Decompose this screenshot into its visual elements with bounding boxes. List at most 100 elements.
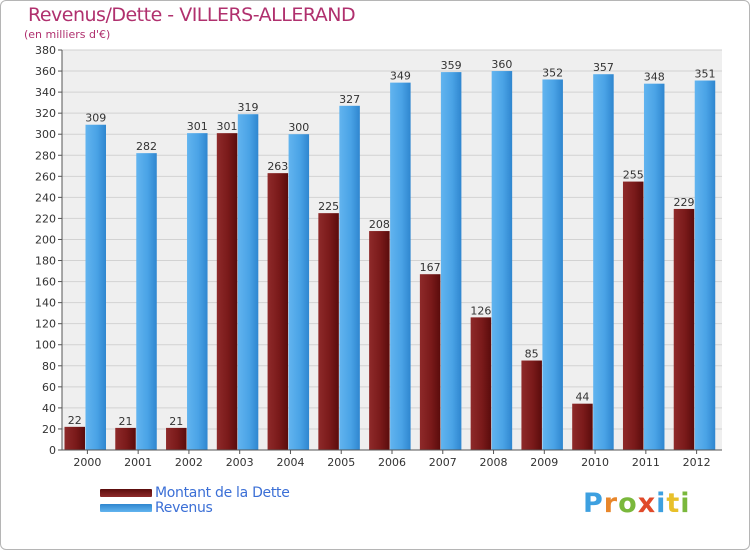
bar-debt xyxy=(267,173,289,450)
bar-debt xyxy=(419,274,441,450)
logo-letter: x xyxy=(637,488,657,519)
bar-debt xyxy=(572,403,593,450)
logo-letter: i xyxy=(680,488,691,519)
legend-label-debt: Montant de la Dette xyxy=(155,485,290,501)
data-label-debt: 301 xyxy=(217,120,238,133)
bar-debt xyxy=(673,208,695,450)
data-label-revenue: 359 xyxy=(441,59,462,72)
data-label-revenue: 349 xyxy=(390,70,411,83)
x-tick-label: 2002 xyxy=(175,456,203,469)
data-label-debt: 22 xyxy=(68,414,82,427)
data-label-revenue: 351 xyxy=(694,68,715,81)
legend-swatch-debt xyxy=(100,489,152,497)
y-tick-label: 240 xyxy=(35,191,56,204)
data-label-revenue: 300 xyxy=(288,121,309,134)
y-tick-label: 0 xyxy=(49,444,56,457)
x-tick-label: 2011 xyxy=(632,456,660,469)
data-label-debt: 225 xyxy=(318,200,339,213)
data-label-revenue: 352 xyxy=(542,66,563,79)
y-tick-label: 380 xyxy=(35,44,56,57)
bar-revenue xyxy=(288,134,310,451)
y-tick-label: 160 xyxy=(35,276,56,289)
bar-revenue xyxy=(694,80,716,451)
x-tick-label: 2004 xyxy=(276,456,304,469)
chart-subtitle: (en milliers d'€) xyxy=(24,28,111,41)
y-tick-label: 120 xyxy=(35,318,56,331)
bar-debt xyxy=(216,133,238,450)
y-tick-label: 200 xyxy=(35,233,56,246)
data-label-revenue: 327 xyxy=(339,93,360,106)
y-tick-label: 280 xyxy=(35,149,56,162)
y-tick-label: 220 xyxy=(35,212,56,225)
x-tick-label: 2008 xyxy=(480,456,508,469)
chart-title: Revenus/Dette - VILLERS-ALLERAND xyxy=(28,4,356,26)
legend-swatch-revenue xyxy=(100,504,152,512)
logo-letter: i xyxy=(656,488,667,519)
bar-debt xyxy=(64,426,85,450)
bar-revenue xyxy=(643,83,665,451)
legend-label-revenue: Revenus xyxy=(155,500,213,516)
bar-revenue xyxy=(237,114,259,451)
y-tick-label: 140 xyxy=(35,297,56,310)
bar-debt xyxy=(521,360,542,450)
bar-revenue xyxy=(440,72,462,451)
data-label-revenue: 319 xyxy=(238,101,259,114)
data-label-revenue: 301 xyxy=(187,120,208,133)
bar-debt xyxy=(369,231,390,450)
y-tick-label: 20 xyxy=(42,423,56,436)
y-tick-label: 40 xyxy=(42,402,56,415)
y-tick-label: 100 xyxy=(35,339,56,352)
x-tick-label: 2003 xyxy=(226,456,254,469)
data-label-debt: 208 xyxy=(369,218,390,231)
bar-revenue xyxy=(593,74,614,451)
logo-letter: r xyxy=(603,488,619,519)
data-label-debt: 126 xyxy=(470,304,491,317)
data-label-debt: 44 xyxy=(575,391,589,404)
proxiti-logo: Proxiti xyxy=(583,488,691,519)
y-tick-label: 80 xyxy=(42,360,56,373)
bar-debt xyxy=(115,427,136,450)
data-label-revenue: 360 xyxy=(491,58,512,71)
data-label-debt: 21 xyxy=(169,415,183,428)
bar-revenue xyxy=(390,82,411,450)
data-label-debt: 167 xyxy=(420,261,441,274)
bar-debt xyxy=(166,427,187,450)
y-tick-label: 340 xyxy=(35,86,56,99)
data-label-debt: 263 xyxy=(267,160,288,173)
data-label-debt: 21 xyxy=(119,415,133,428)
bar-revenue xyxy=(136,153,157,450)
x-tick-label: 2010 xyxy=(581,456,609,469)
y-tick-label: 300 xyxy=(35,128,56,141)
bar-revenue xyxy=(339,105,360,450)
y-tick-label: 180 xyxy=(35,255,56,268)
bar-revenue xyxy=(85,124,106,450)
data-label-debt: 229 xyxy=(673,196,694,209)
data-label-revenue: 282 xyxy=(136,140,157,153)
bar-debt xyxy=(318,213,339,450)
data-label-revenue: 348 xyxy=(644,71,665,84)
y-tick-label: 60 xyxy=(42,381,56,394)
logo-letter: o xyxy=(618,488,638,519)
data-label-revenue: 357 xyxy=(593,61,614,74)
logo-letter: t xyxy=(666,488,681,519)
bar-revenue xyxy=(187,133,208,450)
data-label-revenue: 309 xyxy=(85,112,106,125)
y-tick-label: 360 xyxy=(35,65,56,78)
y-tick-label: 260 xyxy=(35,170,56,183)
x-tick-label: 2009 xyxy=(530,456,558,469)
logo-letter: P xyxy=(583,488,604,519)
x-tick-label: 2006 xyxy=(378,456,406,469)
data-label-debt: 255 xyxy=(623,169,644,182)
data-label-debt: 85 xyxy=(525,348,539,361)
bar-debt xyxy=(622,181,644,450)
bar-revenue xyxy=(491,71,513,450)
x-tick-label: 2012 xyxy=(683,456,711,469)
x-tick-label: 2005 xyxy=(327,456,355,469)
x-tick-label: 2007 xyxy=(429,456,457,469)
bar-revenue xyxy=(542,79,563,450)
x-tick-label: 2001 xyxy=(124,456,152,469)
x-tick-label: 2000 xyxy=(73,456,101,469)
y-tick-label: 320 xyxy=(35,107,56,120)
bar-debt xyxy=(470,317,492,450)
